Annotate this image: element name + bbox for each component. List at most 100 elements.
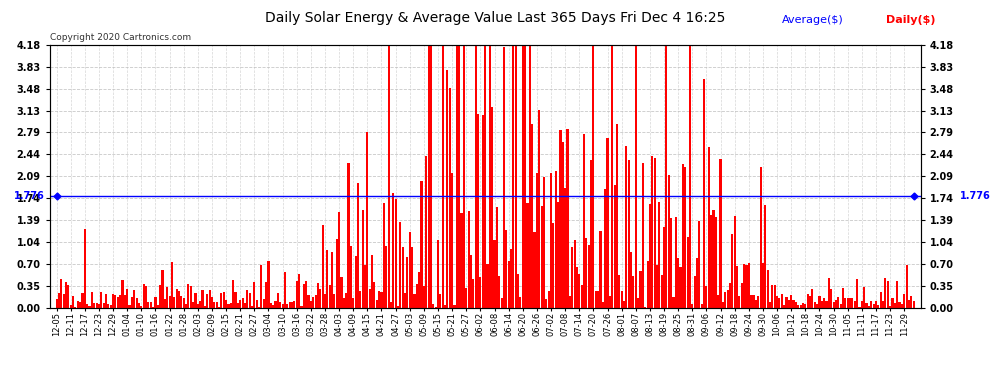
Bar — [875, 302, 877, 307]
Bar — [630, 252, 633, 308]
Bar — [206, 294, 208, 307]
Bar — [60, 279, 62, 308]
Bar — [262, 299, 265, 307]
Bar — [838, 297, 840, 307]
Bar — [421, 181, 423, 308]
Bar — [242, 298, 244, 307]
Bar — [126, 289, 129, 308]
Bar — [840, 304, 842, 307]
Bar — [571, 247, 573, 308]
Bar — [76, 301, 79, 307]
Bar — [667, 175, 670, 308]
Bar — [849, 298, 851, 307]
Bar — [642, 163, 644, 308]
Bar — [467, 211, 469, 308]
Bar — [778, 298, 780, 307]
Bar — [143, 284, 145, 308]
Bar — [814, 302, 816, 307]
Bar — [773, 285, 776, 308]
Bar — [769, 302, 771, 307]
Bar — [498, 276, 500, 308]
Bar — [352, 298, 354, 307]
Bar — [218, 307, 220, 308]
Bar — [175, 289, 178, 308]
Bar — [81, 293, 83, 308]
Bar — [846, 297, 848, 307]
Bar — [319, 290, 322, 308]
Bar — [541, 206, 543, 308]
Bar — [512, 45, 515, 308]
Bar — [395, 199, 397, 308]
Bar — [361, 210, 363, 308]
Bar — [253, 282, 255, 308]
Bar — [451, 172, 453, 308]
Bar — [595, 291, 597, 308]
Bar — [896, 281, 898, 308]
Bar — [435, 307, 437, 308]
Bar — [552, 222, 554, 308]
Bar — [373, 282, 375, 308]
Bar — [95, 303, 98, 307]
Bar — [599, 231, 602, 308]
Bar — [831, 289, 833, 308]
Bar — [223, 292, 225, 308]
Bar — [762, 262, 764, 308]
Bar — [269, 303, 272, 307]
Bar — [338, 212, 341, 308]
Bar — [324, 294, 326, 307]
Bar — [356, 183, 359, 308]
Bar — [493, 240, 496, 308]
Bar — [826, 301, 828, 307]
Bar — [115, 295, 117, 307]
Bar — [522, 45, 524, 308]
Bar — [182, 298, 185, 307]
Bar — [585, 238, 587, 308]
Bar — [119, 296, 121, 307]
Bar — [312, 297, 314, 307]
Bar — [105, 294, 107, 307]
Bar — [679, 267, 681, 308]
Bar — [336, 239, 338, 308]
Bar — [347, 164, 349, 308]
Bar — [889, 306, 891, 308]
Bar — [107, 304, 110, 307]
Bar — [682, 165, 684, 308]
Bar — [696, 258, 698, 308]
Bar — [517, 274, 519, 308]
Bar — [225, 300, 227, 307]
Bar — [383, 203, 385, 308]
Bar — [903, 294, 905, 308]
Bar — [376, 300, 378, 307]
Bar — [819, 296, 821, 307]
Bar — [279, 302, 281, 307]
Bar — [433, 303, 435, 307]
Bar — [691, 304, 693, 307]
Bar — [67, 285, 69, 308]
Bar — [397, 306, 399, 308]
Bar — [851, 298, 853, 307]
Bar — [100, 292, 102, 308]
Bar — [520, 297, 522, 307]
Bar — [240, 300, 242, 307]
Bar — [204, 306, 206, 308]
Bar — [515, 45, 517, 308]
Bar — [423, 286, 425, 308]
Bar — [232, 280, 235, 308]
Bar — [722, 302, 724, 307]
Bar — [633, 276, 635, 308]
Bar — [646, 261, 648, 308]
Bar — [640, 271, 642, 308]
Bar — [870, 301, 872, 307]
Bar — [790, 296, 792, 307]
Bar — [446, 70, 448, 308]
Bar — [561, 142, 564, 308]
Bar — [228, 304, 230, 307]
Bar — [604, 189, 606, 308]
Bar — [686, 237, 689, 308]
Bar — [411, 247, 413, 308]
Bar — [713, 210, 715, 308]
Bar — [171, 262, 173, 308]
Bar — [331, 252, 333, 308]
Bar — [465, 288, 467, 308]
Text: 1.776: 1.776 — [14, 191, 45, 201]
